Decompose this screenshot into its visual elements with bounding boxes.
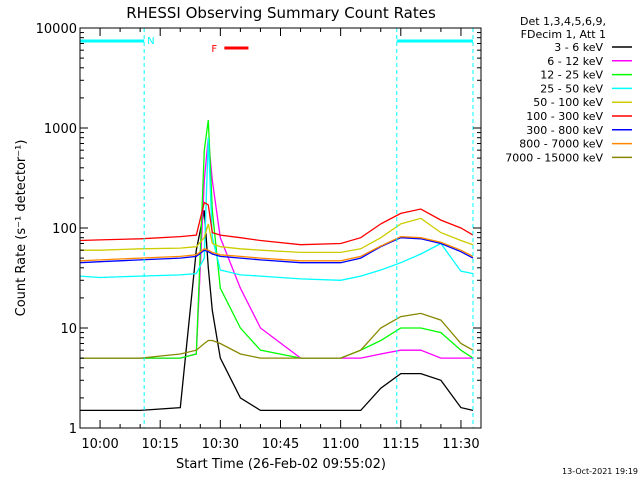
chart-title: RHESSI Observing Summary Count Rates xyxy=(126,4,436,22)
flare-label: F xyxy=(211,44,217,55)
x-tick-label: 10:30 xyxy=(202,437,239,452)
x-tick-label: 11:30 xyxy=(442,437,479,452)
legend-item-label: 50 - 100 keV xyxy=(533,96,603,109)
y-tick-label: 100 xyxy=(52,222,77,237)
legend-item-label: 100 - 300 keV xyxy=(526,110,603,123)
legend-item-label: 800 - 7000 keV xyxy=(519,138,603,151)
y-tick-label: 1000 xyxy=(44,122,77,137)
y-tick-label: 1 xyxy=(69,422,77,437)
y-tick-label: 10 xyxy=(60,322,77,337)
series-line xyxy=(79,235,474,262)
x-tick-label: 10:45 xyxy=(262,437,299,452)
annotations: NF xyxy=(80,28,474,428)
series-line xyxy=(79,137,474,281)
plot-background xyxy=(80,28,481,428)
x-axis-label: Start Time (26-Feb-02 09:55:02) xyxy=(176,457,386,472)
x-tick-label: 10:00 xyxy=(81,437,118,452)
legend-item-label: 25 - 50 keV xyxy=(540,82,603,95)
series-line xyxy=(80,312,474,359)
legend-item-label: 12 - 25 keV xyxy=(540,69,603,82)
series-line xyxy=(80,210,474,412)
legend-header-decimation: FDecim 1, Att 1 xyxy=(521,28,606,41)
axes: 1 10 100 1000 10000 10:00 10:15 10:30 10:45 11:00… xyxy=(36,22,482,452)
night-label: N xyxy=(147,36,154,47)
series-line xyxy=(80,120,474,359)
series-line xyxy=(79,201,474,246)
legend-item-label: 6 - 12 keV xyxy=(547,55,603,68)
series-layer xyxy=(79,120,474,412)
legend-item-label: 300 - 800 keV xyxy=(526,124,603,137)
x-tick-label: 11:15 xyxy=(382,437,419,452)
legend-header-detectors: Det 1,3,4,5,6,9, xyxy=(520,15,606,28)
series-line xyxy=(80,217,474,254)
x-tick-label: 11:00 xyxy=(322,437,359,452)
legend-item-label: 3 - 6 keV xyxy=(554,41,603,54)
plot-area xyxy=(80,28,481,428)
y-axis-label: Count Rate (s⁻¹ detector⁻¹) xyxy=(14,140,29,317)
y-tick-label: 10000 xyxy=(36,22,77,37)
legend-item-label: 7000 - 15000 keV xyxy=(505,151,603,164)
x-tick-label: 10:15 xyxy=(141,437,178,452)
series-line xyxy=(79,237,474,264)
legend: Det 1,3,4,5,6,9, FDecim 1, Att 1 3 - 6 k… xyxy=(505,15,632,164)
footer-date: 13-Oct-2021 19:19 xyxy=(562,467,638,476)
